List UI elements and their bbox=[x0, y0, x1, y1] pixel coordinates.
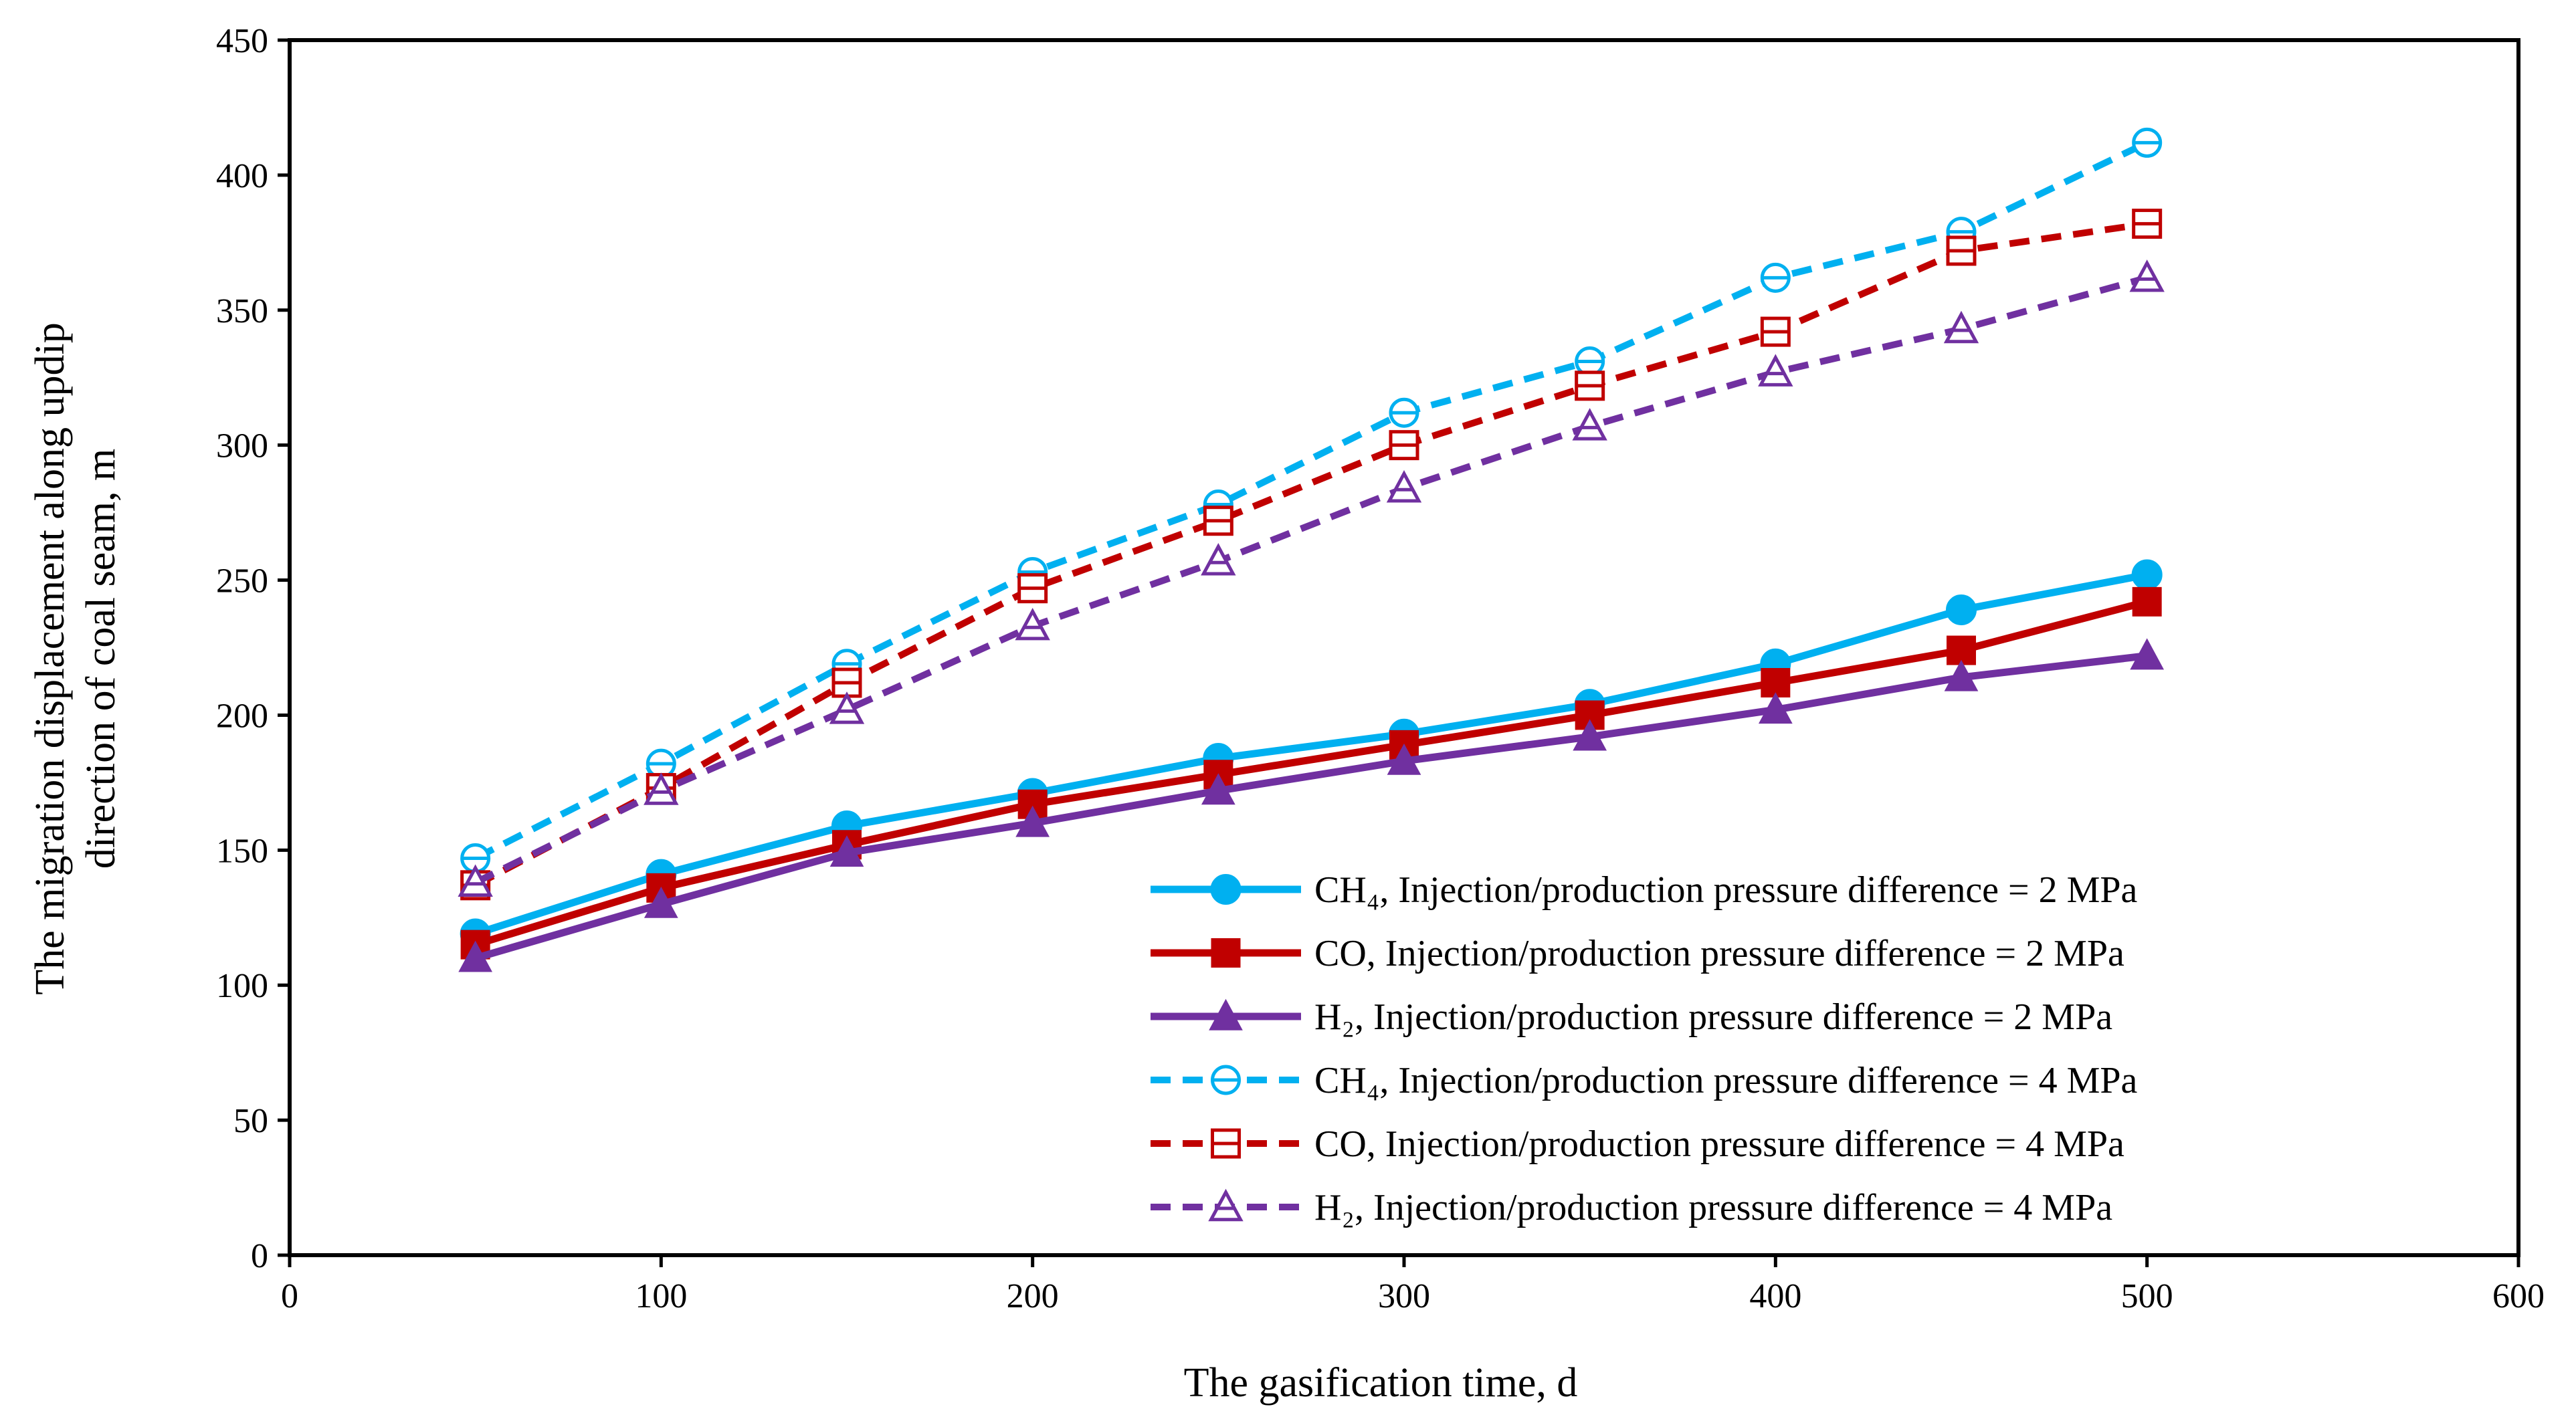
y-tick-label: 100 bbox=[216, 967, 268, 1005]
data-point bbox=[1015, 607, 1050, 641]
legend-label: CH₄, Injection/production pressure diffe… bbox=[1314, 869, 2138, 911]
legend-item-1: CH₄, Injection/production pressure diffe… bbox=[1151, 869, 2138, 911]
data-point bbox=[1015, 805, 1050, 837]
data-point bbox=[1758, 692, 1793, 724]
data-point bbox=[643, 772, 679, 805]
legend-swatch-marker bbox=[1211, 938, 1241, 968]
legend-label: H₂, Injection/production pressure differ… bbox=[1314, 996, 2112, 1038]
legend-item-5: CO, Injection/production pressure differ… bbox=[1151, 1123, 2124, 1165]
data-point bbox=[2129, 259, 2165, 292]
series-line bbox=[474, 571, 2148, 938]
y-tick-label: 0 bbox=[251, 1237, 268, 1275]
data-point bbox=[829, 835, 864, 867]
legend-swatch-marker bbox=[1209, 998, 1243, 1030]
legend-item-4: CH₄, Injection/production pressure diffe… bbox=[1151, 1060, 2138, 1101]
legend-item-3: H₂, Injection/production pressure differ… bbox=[1151, 996, 2112, 1038]
x-tick-label: 400 bbox=[1749, 1277, 1801, 1315]
y-tick-label: 300 bbox=[216, 427, 268, 465]
legend-label: CH₄, Injection/production pressure diffe… bbox=[1314, 1060, 2138, 1101]
y-axis-title-line-2: direction of coal seam, m bbox=[78, 449, 124, 869]
x-axis-ticks: 0 100 200 300 400 500 600 bbox=[281, 1255, 2545, 1315]
y-tick-label: 400 bbox=[216, 157, 268, 195]
data-point bbox=[458, 940, 493, 972]
data-point bbox=[1573, 719, 1607, 751]
series-line bbox=[474, 274, 2148, 886]
series-line bbox=[474, 652, 2148, 962]
data-point bbox=[2130, 638, 2165, 670]
y-axis-title-line-1: The migration displacement along updip bbox=[27, 322, 73, 995]
series-6 bbox=[458, 259, 2165, 897]
data-point bbox=[1386, 470, 1422, 503]
y-tick-label: 50 bbox=[233, 1102, 268, 1140]
data-point bbox=[458, 864, 493, 897]
legend-item-6: H₂, Injection/production pressure differ… bbox=[1151, 1187, 2112, 1228]
series-5 bbox=[460, 209, 2163, 901]
series-layer bbox=[458, 127, 2165, 972]
data-point bbox=[1572, 408, 1607, 441]
data-point bbox=[1947, 635, 1976, 665]
legend-swatch-marker bbox=[1210, 874, 1242, 905]
data-point bbox=[2131, 559, 2163, 590]
data-point bbox=[1201, 543, 1236, 576]
data-point bbox=[1761, 667, 1791, 697]
data-point bbox=[829, 691, 865, 724]
data-point bbox=[1758, 354, 1793, 387]
series-3 bbox=[458, 638, 2165, 972]
data-point bbox=[1201, 773, 1235, 805]
y-tick-label: 150 bbox=[216, 832, 268, 870]
data-point bbox=[1944, 659, 1979, 691]
y-axis-ticks: 0 50 100 150 200 250 300 350 400 450 bbox=[216, 22, 290, 1275]
y-tick-label: 250 bbox=[216, 562, 268, 601]
y-tick-label: 200 bbox=[216, 697, 268, 735]
legend-item-2: CO, Injection/production pressure differ… bbox=[1151, 933, 2124, 974]
x-tick-label: 100 bbox=[635, 1277, 687, 1315]
legend: CH₄, Injection/production pressure diffe… bbox=[1151, 869, 2138, 1228]
data-point bbox=[643, 886, 678, 918]
data-point bbox=[1943, 310, 1979, 344]
series-line bbox=[474, 139, 2149, 861]
x-tick-label: 0 bbox=[281, 1277, 298, 1315]
series-line bbox=[474, 220, 2148, 889]
y-tick-label: 350 bbox=[216, 292, 268, 330]
x-tick-label: 600 bbox=[2492, 1277, 2545, 1315]
y-tick-label: 450 bbox=[216, 22, 268, 60]
x-axis-title: The gasification time, d bbox=[1184, 1360, 1578, 1406]
x-tick-label: 200 bbox=[1007, 1277, 1059, 1315]
legend-swatch-marker bbox=[1208, 1188, 1244, 1222]
data-point bbox=[1946, 594, 1977, 625]
data-point bbox=[1387, 743, 1421, 775]
series-line bbox=[474, 598, 2149, 948]
legend-label: CO, Injection/production pressure differ… bbox=[1314, 933, 2124, 974]
x-tick-label: 500 bbox=[2121, 1277, 2173, 1315]
data-point bbox=[2132, 586, 2162, 617]
y-axis-title: The migration displacement along updip d… bbox=[27, 322, 124, 995]
legend-label: CO, Injection/production pressure differ… bbox=[1314, 1123, 2124, 1165]
legend-label: H₂, Injection/production pressure differ… bbox=[1314, 1187, 2112, 1228]
x-tick-label: 300 bbox=[1378, 1277, 1430, 1315]
